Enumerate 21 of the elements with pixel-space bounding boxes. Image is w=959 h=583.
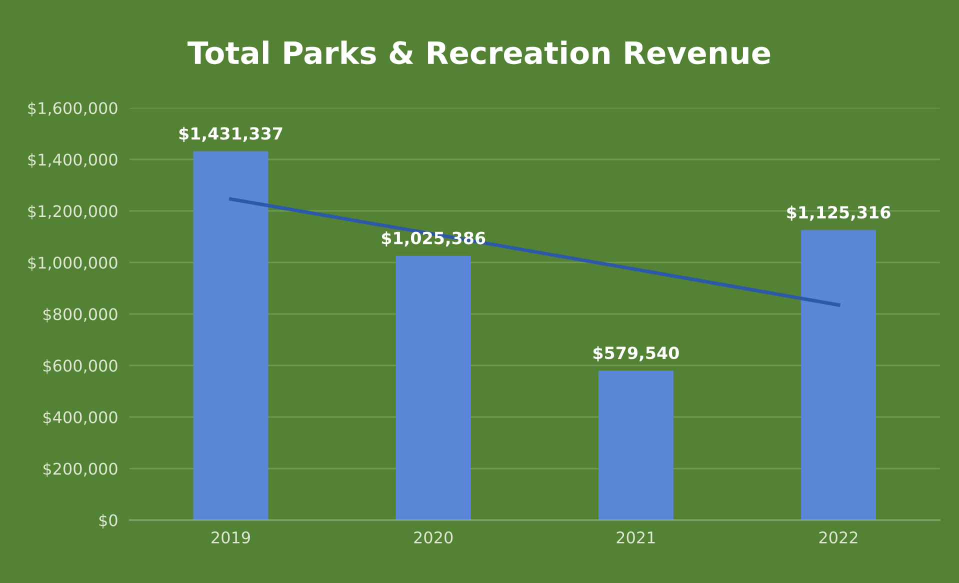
x-tick-label: 2021 [616,531,655,544]
y-tick-label: $1,200,000 [28,204,118,220]
y-tick-label: $600,000 [43,359,118,374]
data-label: $1,125,316 [787,206,890,221]
bar [396,256,471,520]
bar [193,151,268,520]
y-tick-label: $0 [99,514,118,528]
bar [801,230,876,520]
x-tick-label: 2020 [414,531,453,544]
y-tick-label: $1,000,000 [28,256,118,271]
y-tick-label: $400,000 [43,410,118,426]
chart-title: Total Parks & Recreation Revenue [188,40,770,64]
y-tick-label: $1,400,000 [28,153,118,168]
y-tick-label: $800,000 [43,308,118,322]
x-tick-label: 2019 [212,531,250,544]
data-label: $1,431,337 [179,126,282,142]
y-tick-label: $200,000 [43,462,118,477]
data-label: $579,540 [593,346,679,362]
x-tick-label: 2022 [819,531,858,544]
bar [598,370,674,520]
y-tick-label: $1,600,000 [28,102,118,116]
